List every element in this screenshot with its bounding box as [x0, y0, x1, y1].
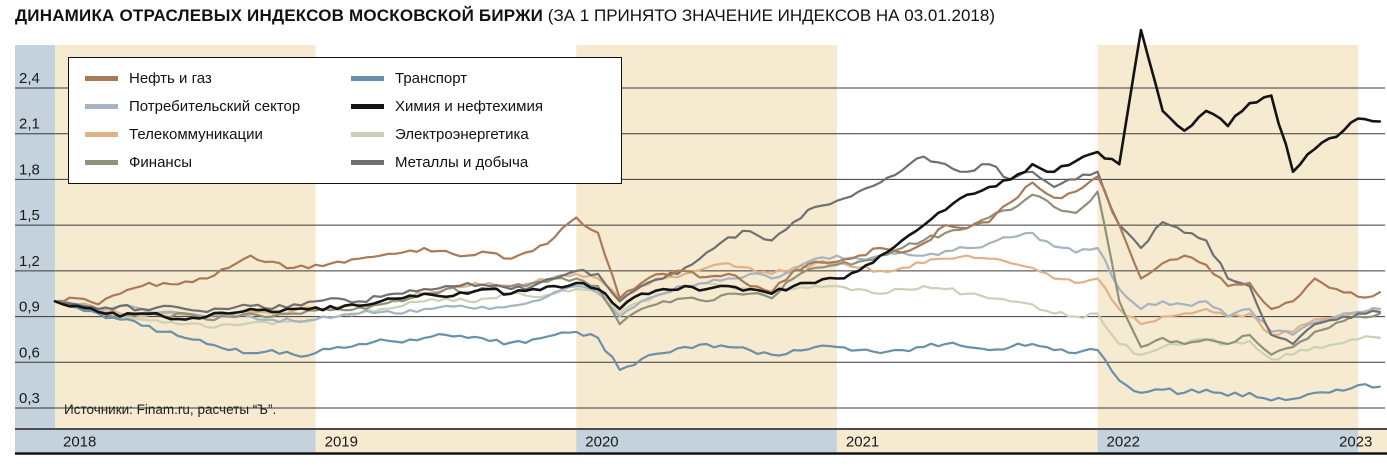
series-line-4 [53, 300, 1382, 402]
series-line-7 [53, 155, 1382, 346]
year-label-2021: 2021 [846, 434, 879, 451]
legend-swatch-finance [85, 160, 118, 165]
chart-title-main: ДИНАМИКА ОТРАСЛЕВЫХ ИНДЕКСОВ МОСКОВСКОЙ … [15, 6, 544, 25]
year-label-2018: 2018 [63, 434, 96, 451]
legend-label-consumer: Потребительский сектор [129, 98, 301, 115]
legend-swatch-consumer [85, 104, 118, 109]
legend-label-telecom: Телекоммуникации [129, 126, 263, 143]
year-label-2020: 2020 [585, 434, 618, 451]
legend-swatch-chemistry [351, 104, 384, 109]
legend-label-oil-gas: Нефть и газ [129, 70, 212, 87]
year-label-2022: 2022 [1107, 434, 1140, 451]
y-axis-label-0,9: 0,9 [19, 299, 40, 316]
series-line-1 [53, 231, 1382, 336]
y-axis-label-2,1: 2,1 [19, 116, 40, 133]
legend-label-electricity: Электроэнергетика [395, 126, 529, 143]
legend-label-metals: Металлы и добыча [395, 154, 529, 171]
source-note: Источники: Finam.ru, расчеты “Ъ”. [64, 402, 277, 417]
legend-swatch-metals [351, 160, 384, 165]
legend-item-chemistry: Химия и нефтехимия [351, 98, 603, 115]
y-axis-label-1,2: 1,2 [19, 253, 40, 270]
axis-strip-2019 [315, 430, 577, 452]
axis-strip-2023 [1358, 430, 1387, 452]
legend-swatch-transport [351, 76, 384, 81]
axis-strip-2022 [1097, 430, 1359, 452]
year-label-2023: 2023 [1339, 434, 1372, 451]
series-line-0 [53, 175, 1382, 311]
series-line-2 [53, 254, 1382, 336]
year-band-2022 [1097, 45, 1359, 428]
legend-label-chemistry: Химия и нефтехимия [395, 98, 543, 115]
legend-item-transport: Транспорт [351, 70, 603, 87]
y-axis-label-1,8: 1,8 [19, 161, 40, 178]
series-line-6 [53, 281, 1382, 361]
legend-item-metals: Металлы и добыча [351, 154, 603, 171]
legend-item-electricity: Электроэнергетика [351, 126, 603, 143]
legend: Нефть и газ Потребительский сектор Телек… [68, 57, 622, 184]
left-axis-band [15, 45, 55, 428]
chart-title-suffix: (ЗА 1 ПРИНЯТО ЗНАЧЕНИЕ ИНДЕКСОВ НА 03.01… [543, 6, 995, 25]
legend-item-finance: Финансы [85, 154, 337, 171]
legend-swatch-oil-gas [85, 76, 118, 81]
legend-label-finance: Финансы [129, 154, 192, 171]
axis-strip-2018 [15, 430, 316, 452]
axis-strip-2021 [836, 430, 1098, 452]
series-line-3 [53, 190, 1382, 356]
y-axis-label-0,6: 0,6 [19, 344, 40, 361]
legend-swatch-telecom [85, 132, 118, 137]
legend-item-oil-gas: Нефть и газ [85, 70, 337, 87]
legend-item-telecom: Телекоммуникации [85, 126, 337, 143]
y-axis-label-2,4: 2,4 [19, 70, 40, 87]
series-line-5 [53, 28, 1382, 321]
year-label-2019: 2019 [325, 434, 358, 451]
y-axis-label-0,3: 0,3 [19, 390, 40, 407]
legend-swatch-electricity [351, 132, 384, 137]
y-axis-label-1,5: 1,5 [19, 207, 40, 224]
legend-column-2: Транспорт Химия и нефтехимия Электроэнер… [351, 70, 603, 171]
legend-item-consumer: Потребительский сектор [85, 98, 337, 115]
axis-strip-2020 [576, 430, 837, 452]
legend-label-transport: Транспорт [395, 70, 468, 87]
legend-column-1: Нефть и газ Потребительский сектор Телек… [85, 70, 337, 171]
chart-title: ДИНАМИКА ОТРАСЛЕВЫХ ИНДЕКСОВ МОСКОВСКОЙ … [15, 6, 1375, 26]
